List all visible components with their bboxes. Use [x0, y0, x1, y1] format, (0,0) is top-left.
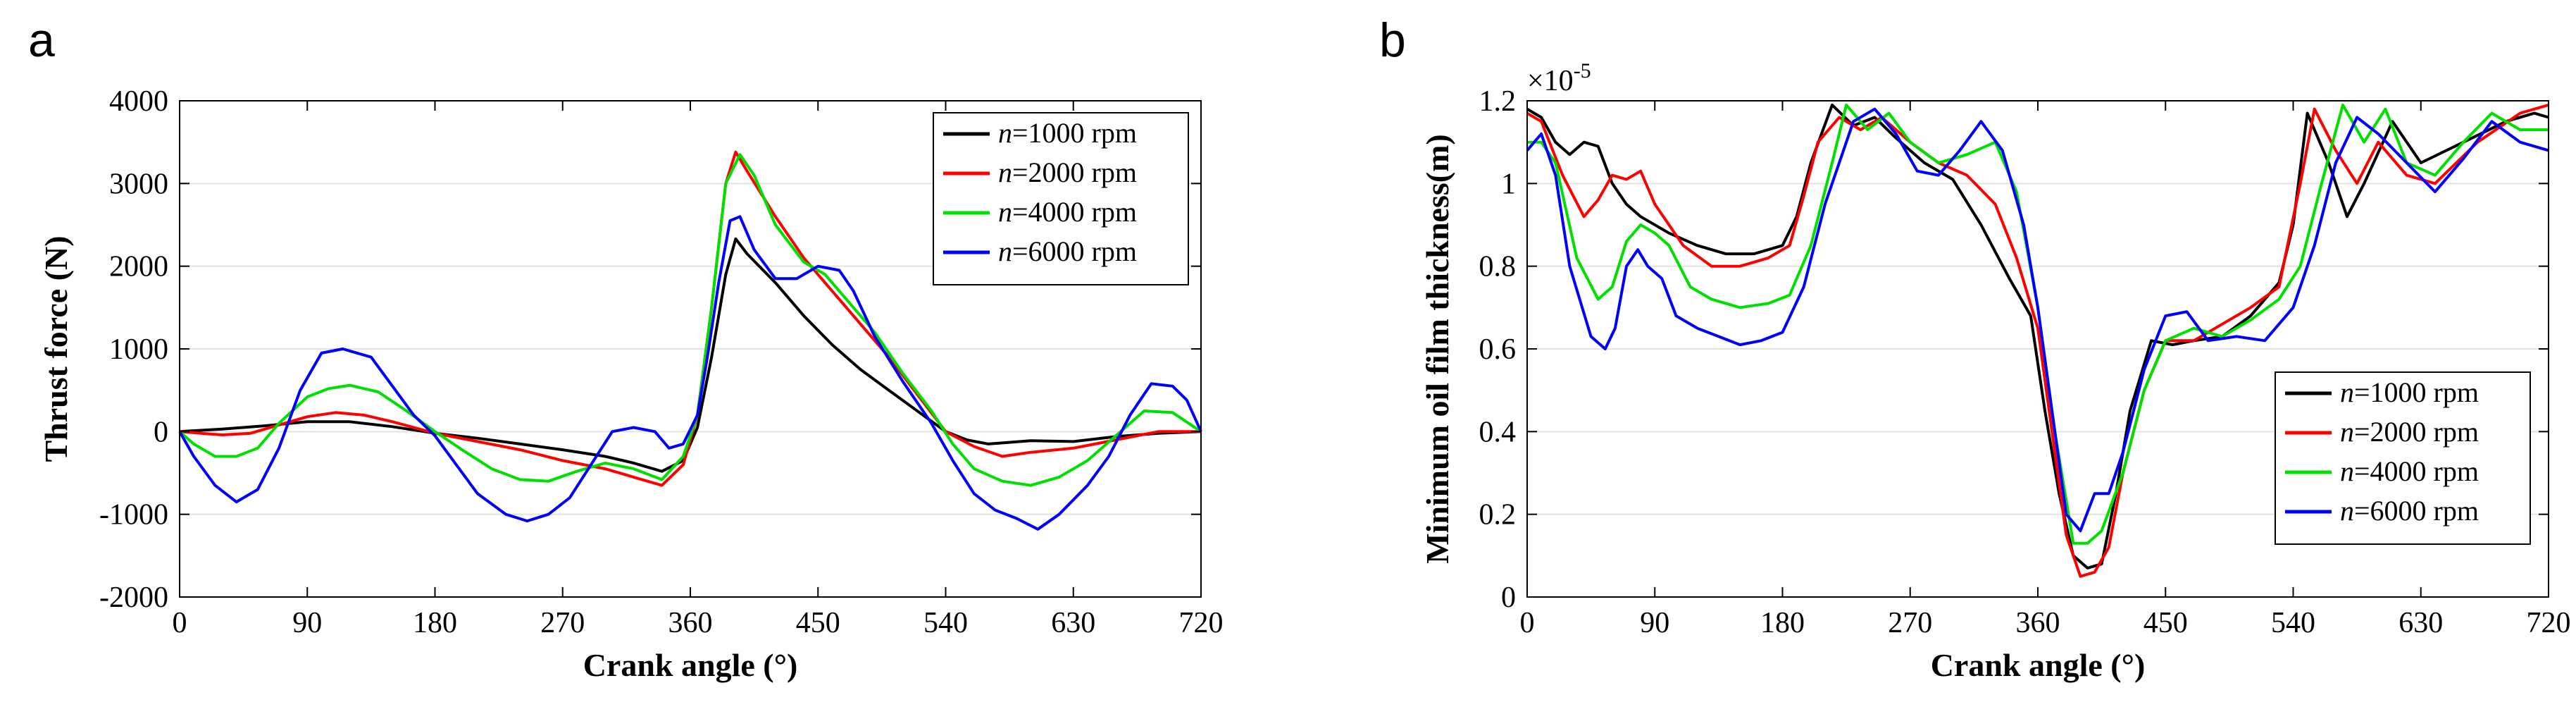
chart-a-xtick-label: 0 — [173, 607, 187, 639]
chart-a-ticks: 0 90 180 270 360 450 540 630 720 -2000 -1000 0 1000 2… — [99, 85, 1224, 639]
chart-b-ylabel: Minimum oil film thickness(m) — [1419, 134, 1455, 563]
chart-b-xtick-label: 0 — [1520, 607, 1535, 639]
chart-a-xlabel: Crank angle (°) — [583, 647, 798, 683]
chart-a-xtick-label: 360 — [668, 607, 713, 639]
chart-b-series-line-2000rpm — [1526, 103, 2549, 578]
chart-b-series — [1526, 103, 2549, 578]
chart-b-series-line-6000rpm — [1526, 107, 2549, 533]
chart-a-ytick-label: 2000 — [109, 251, 168, 283]
chart-a-ylabel: Thrust force (N) — [38, 235, 74, 462]
chart-b-ytick-label: 0 — [1501, 582, 1516, 614]
chart-b-legend-label: n=2000 rpm — [2340, 416, 2479, 448]
chart-a-ytick-label: -1000 — [99, 499, 168, 531]
chart-b-ytick-label: 1.2 — [1479, 85, 1517, 118]
chart-a-ytick-label: 1000 — [109, 333, 168, 366]
chart-a-ytick-label: 4000 — [109, 85, 168, 118]
chart-b-xtick-label: 360 — [2016, 607, 2060, 639]
chart-a-xtick-label: 270 — [540, 607, 585, 639]
chart-a-legend-label: n=2000 rpm — [998, 156, 1137, 188]
chart-b-multiplier-exponent: -5 — [1574, 59, 1591, 82]
chart-b-ticks: 0 90 180 270 360 450 540 630 720 0 0.2 0.4 0.6 0.8 1 1.… — [1479, 85, 2571, 639]
chart-b-legend: n=1000 rpm n=2000 rpm n=4000 rpm n=6000 rpm — [2275, 371, 2531, 545]
chart-a-xtick-label: 450 — [796, 607, 840, 639]
chart-a-legend-label: n=4000 rpm — [998, 196, 1137, 228]
chart-a: a 0 90 180 270 360 450 540 630 720 -2000 -1000 0 100… — [28, 13, 1224, 683]
chart-a-xtick-label: 540 — [923, 607, 968, 639]
chart-a-xtick-label: 180 — [413, 607, 457, 639]
chart-a-series-line-6000rpm — [178, 215, 1202, 531]
chart-b-ytick-label: 0.2 — [1479, 499, 1517, 531]
chart-b: b ×10-5 0 90 180 270 360 450 540 630 72000.20.40… — [1379, 13, 2571, 683]
chart-b-xtick-label: 270 — [1888, 607, 1932, 639]
chart-a-xtick-label: 720 — [1179, 607, 1224, 639]
chart-b-legend-label: n=4000 rpm — [2340, 455, 2479, 487]
chart-b-xtick-label: 540 — [2271, 607, 2315, 639]
chart-b-legend-label: n=6000 rpm — [2340, 495, 2479, 527]
chart-a-series-line-1000rpm — [179, 237, 1202, 473]
chart-b-ytick-label: 0.6 — [1479, 333, 1517, 366]
chart-b-ytick-label: 1 — [1501, 168, 1516, 200]
chart-b-xtick-label: 630 — [2398, 607, 2443, 639]
chart-b-multiplier: ×10-5 — [1527, 59, 1591, 97]
chart-b-multiplier-base: ×10 — [1527, 65, 1574, 97]
chart-a-legend-label: n=6000 rpm — [998, 235, 1137, 267]
chart-a-ytick-label: 3000 — [109, 168, 168, 200]
chart-b-legend-label: n=1000 rpm — [2340, 376, 2479, 408]
panel-label-b: b — [1379, 13, 1406, 67]
chart-a-legend-box — [933, 112, 1189, 285]
chart-b-ytick-label: 0.4 — [1479, 416, 1517, 448]
chart-a-xtick-label: 90 — [292, 607, 322, 639]
chart-b-xtick-label: 720 — [2527, 607, 2571, 639]
chart-b-xtick-label: 450 — [2143, 607, 2188, 639]
chart-a-xtick-label: 630 — [1051, 607, 1095, 639]
chart-b-xtick-label: 180 — [1760, 607, 1805, 639]
chart-b-ytick-label: 0.8 — [1479, 251, 1517, 283]
chart-a-series — [178, 150, 1202, 531]
chart-b-xlabel: Crank angle (°) — [1931, 647, 2146, 683]
chart-a-legend: n=1000 rpm n=2000 rpm n=4000 rpm n=6000 rpm — [933, 112, 1189, 285]
chart-a-ytick-label: 0 — [154, 416, 168, 448]
panel-label-a: a — [28, 13, 55, 67]
chart-a-ytick-label: -2000 — [99, 582, 168, 614]
chart-b-xtick-label: 90 — [1640, 607, 1669, 639]
chart-a-legend-label: n=1000 rpm — [998, 117, 1137, 149]
chart-b-legend-box — [2275, 371, 2531, 545]
